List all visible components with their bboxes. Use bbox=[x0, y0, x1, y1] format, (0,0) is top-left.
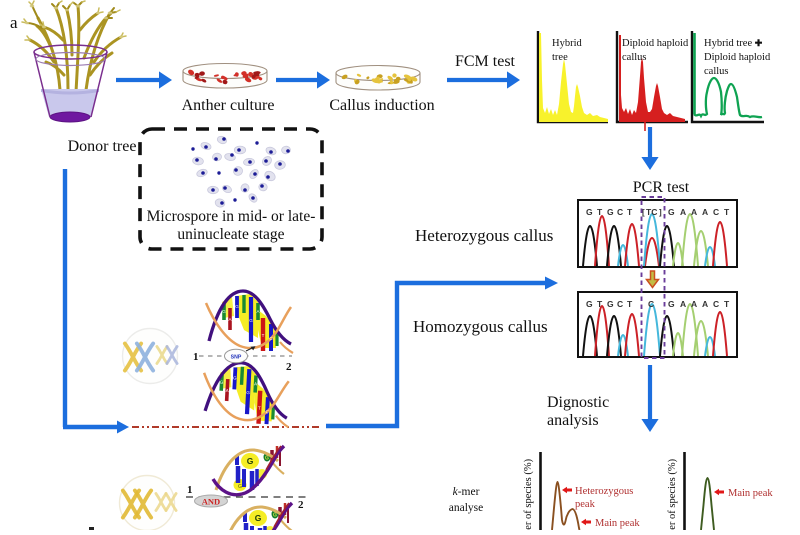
svg-text:T: T bbox=[724, 207, 730, 217]
svg-text:T: T bbox=[627, 299, 633, 309]
svg-text:Anther culture: Anther culture bbox=[182, 97, 275, 114]
svg-text:G: G bbox=[255, 513, 262, 523]
svg-text:k-mer: k-mer bbox=[453, 486, 480, 498]
svg-text:C: C bbox=[269, 336, 273, 341]
svg-text:1: 1 bbox=[193, 351, 199, 363]
svg-text:G: G bbox=[586, 299, 593, 309]
svg-text:Dignostic: Dignostic bbox=[547, 394, 609, 411]
svg-text:C: C bbox=[617, 207, 623, 217]
svg-text:Callus induction: Callus induction bbox=[329, 97, 434, 114]
svg-text:[: [ bbox=[642, 208, 645, 217]
svg-text:Homozygous callus: Homozygous callus bbox=[413, 317, 548, 336]
svg-text:2: 2 bbox=[286, 361, 292, 373]
svg-text:G: G bbox=[247, 456, 254, 466]
svg-text:FCM test: FCM test bbox=[455, 53, 516, 70]
svg-text:C: C bbox=[265, 409, 269, 414]
svg-text:analyse: analyse bbox=[449, 502, 483, 514]
svg-text:A: A bbox=[256, 309, 259, 314]
svg-text:AND: AND bbox=[202, 497, 220, 507]
svg-text:G: G bbox=[222, 309, 226, 314]
svg-text:Number of species (%): Number of species (%) bbox=[523, 458, 534, 530]
svg-text:A: A bbox=[226, 388, 229, 393]
svg-text:Heterozygous callus: Heterozygous callus bbox=[415, 226, 553, 245]
svg-text:A: A bbox=[228, 317, 231, 322]
svg-text:2: 2 bbox=[298, 499, 304, 511]
svg-text:G: G bbox=[273, 513, 277, 519]
svg-text:A: A bbox=[702, 207, 708, 217]
svg-text:Diploid haploid: Diploid haploid bbox=[622, 38, 689, 49]
svg-text:Diploid haploid: Diploid haploid bbox=[704, 52, 771, 63]
svg-text:T: T bbox=[597, 299, 603, 309]
svg-text:TC: TC bbox=[646, 207, 657, 217]
svg-text:peak: peak bbox=[575, 499, 596, 510]
svg-text:G: G bbox=[246, 390, 250, 395]
svg-text:analysis: analysis bbox=[547, 412, 599, 429]
svg-text:a: a bbox=[10, 13, 18, 32]
svg-text:uninucleate stage: uninucleate stage bbox=[177, 226, 284, 243]
svg-text:A: A bbox=[691, 207, 697, 217]
svg-text:tree: tree bbox=[552, 52, 568, 63]
svg-text:A: A bbox=[691, 299, 697, 309]
svg-text:G: G bbox=[668, 299, 675, 309]
svg-text:G: G bbox=[233, 375, 237, 380]
svg-text:PCR test: PCR test bbox=[633, 179, 690, 196]
svg-text:1: 1 bbox=[187, 484, 193, 496]
svg-text:G: G bbox=[235, 304, 239, 309]
svg-text:A: A bbox=[254, 381, 257, 386]
svg-text:A: A bbox=[680, 207, 686, 217]
svg-text:G: G bbox=[220, 380, 224, 385]
svg-text:T: T bbox=[597, 207, 603, 217]
svg-text:G: G bbox=[238, 484, 242, 490]
svg-text:G: G bbox=[668, 207, 675, 217]
svg-text:C: C bbox=[617, 299, 623, 309]
svg-text:C: C bbox=[648, 299, 654, 309]
svg-text:callus: callus bbox=[622, 52, 647, 63]
svg-text:G: G bbox=[607, 299, 614, 309]
svg-text:T: T bbox=[258, 406, 261, 411]
svg-text:Hybrid tree ✚: Hybrid tree ✚ bbox=[704, 38, 763, 49]
svg-text:Heterozygous: Heterozygous bbox=[575, 486, 633, 497]
svg-text:T: T bbox=[724, 299, 730, 309]
svg-text:Number of species (%): Number of species (%) bbox=[667, 458, 678, 530]
svg-text:Hybrid: Hybrid bbox=[552, 38, 582, 49]
svg-text:callus: callus bbox=[704, 66, 729, 77]
svg-text:Microspore in mid- or late-: Microspore in mid- or late- bbox=[147, 208, 316, 225]
svg-text:G: G bbox=[265, 456, 269, 462]
svg-text:A: A bbox=[680, 299, 686, 309]
svg-text:SNP: SNP bbox=[231, 355, 242, 361]
svg-text:Main peak: Main peak bbox=[728, 488, 773, 499]
svg-text:]: ] bbox=[659, 208, 662, 217]
svg-text:G: G bbox=[249, 318, 253, 323]
svg-text:G: G bbox=[586, 207, 593, 217]
svg-text:T: T bbox=[627, 207, 633, 217]
svg-text:C: C bbox=[713, 207, 719, 217]
svg-text:A: A bbox=[702, 299, 708, 309]
svg-text:C: C bbox=[713, 299, 719, 309]
svg-text:Main peak: Main peak bbox=[595, 518, 640, 529]
svg-text:G: G bbox=[607, 207, 614, 217]
svg-text:Donor tree: Donor tree bbox=[68, 138, 137, 155]
svg-text:T: T bbox=[262, 333, 265, 338]
